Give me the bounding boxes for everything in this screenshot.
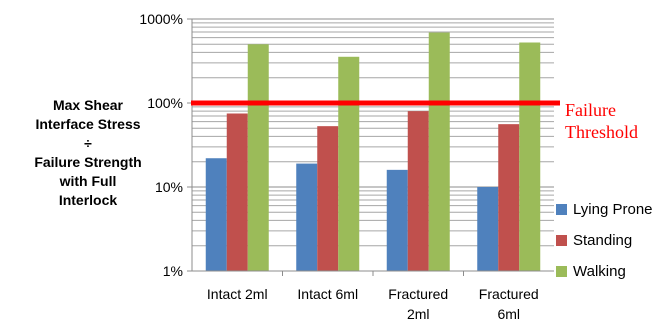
- bar-standing: [407, 111, 429, 271]
- y-axis-title-line: Max Shear: [52, 97, 124, 113]
- threshold-label-line: Failure: [565, 100, 616, 120]
- threshold-label-line: Threshold: [565, 122, 638, 142]
- bar-lying-prone: [477, 187, 499, 271]
- bar-lying-prone: [386, 169, 408, 271]
- legend-item: Standing: [556, 225, 653, 256]
- x-tick-label: 6ml: [497, 306, 520, 320]
- axis-layer: 1% 10% 100% 1000% Intact 2ml Intact 6ml Fractu…: [139, 11, 554, 320]
- legend-item: Lying Prone: [556, 194, 653, 225]
- y-axis-title: Max Shear Interface Stress ÷ Failure Streng…: [18, 96, 158, 210]
- y-tick-label: 10%: [155, 179, 183, 195]
- bar-walking: [519, 42, 541, 271]
- x-tick-label: Fractured: [479, 286, 539, 302]
- y-axis-title-line: with Full: [59, 173, 117, 189]
- legend-label: Standing: [573, 232, 633, 249]
- bar-lying-prone: [205, 158, 227, 271]
- x-tick-label: 2ml: [407, 306, 430, 320]
- legend-label: Lying Prone: [573, 201, 653, 218]
- x-tick-label: Fractured: [388, 286, 448, 302]
- y-axis-title-line: ÷: [84, 135, 92, 151]
- legend-swatch: [556, 204, 567, 215]
- bar-standing: [226, 113, 248, 272]
- bar-standing: [317, 126, 339, 271]
- legend-item: Walking: [556, 256, 653, 287]
- legend-swatch: [556, 235, 567, 246]
- y-tick-label: 1000%: [139, 11, 183, 27]
- y-tick-label: 1%: [163, 263, 183, 279]
- bar-standing: [498, 124, 520, 271]
- x-tick-label: Intact 6ml: [297, 286, 358, 302]
- legend-swatch: [556, 266, 567, 277]
- y-axis-title-line: Failure Strength: [34, 154, 142, 170]
- failure-threshold-label: Failure Threshold: [565, 99, 638, 143]
- y-axis-title-line: Interlock: [58, 192, 118, 208]
- x-tick-label: Intact 2ml: [207, 286, 268, 302]
- legend: Lying Prone Standing Walking: [556, 194, 653, 287]
- bar-layer: [205, 32, 541, 272]
- bar-lying-prone: [296, 163, 318, 271]
- bar-walking: [338, 56, 360, 271]
- bar-walking: [247, 44, 269, 272]
- y-axis-title-line: Interface Stress: [35, 116, 141, 132]
- y-tick-label: 100%: [147, 95, 183, 111]
- legend-label: Walking: [573, 263, 626, 280]
- bar-walking: [428, 32, 450, 271]
